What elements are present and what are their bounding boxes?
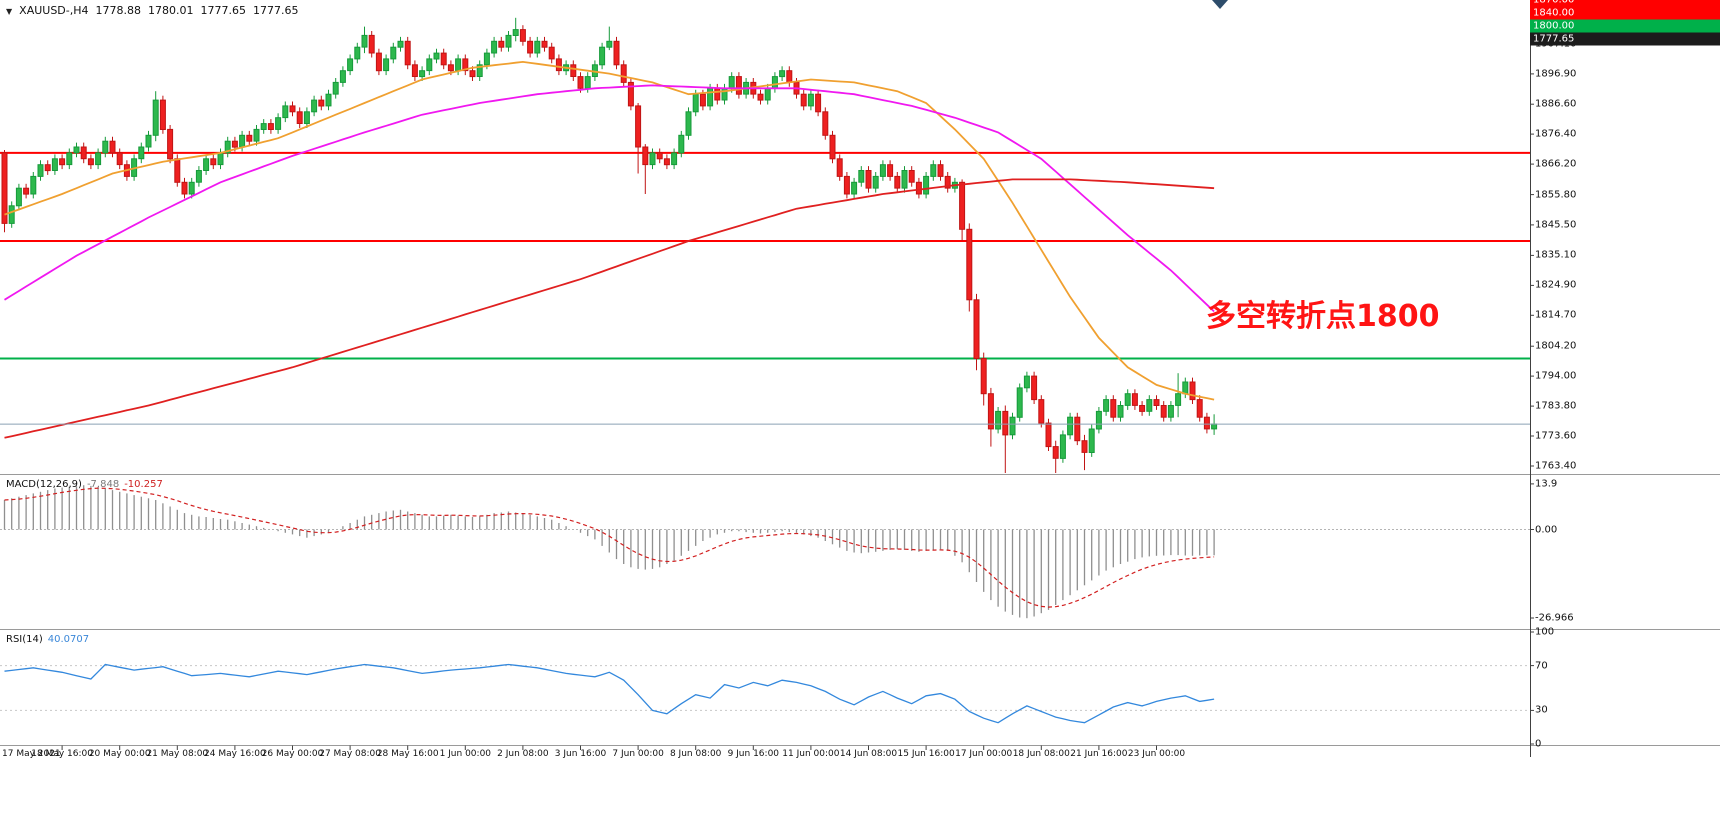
time-axis-label: 15 Jun 16:00 bbox=[897, 749, 955, 759]
open-value: 1778.88 bbox=[95, 4, 142, 17]
trend-annotation-text[interactable]: 多空转折点1800 bbox=[1206, 299, 1440, 334]
price-axis-label: 1814.70 bbox=[1535, 309, 1577, 321]
price-axis-label: 1783.80 bbox=[1535, 400, 1577, 412]
time-axis-label: 14 Jun 08:00 bbox=[839, 749, 898, 759]
high-value: 1780.01 bbox=[148, 4, 194, 17]
time-axis-label: 17 Jun 00:00 bbox=[955, 749, 1013, 759]
chart-menu-arrow-icon[interactable]: ▼ bbox=[6, 7, 13, 16]
macd-signal-line bbox=[4, 487, 1215, 608]
ma-fast-orange-line bbox=[4, 60, 1215, 401]
price-level-tag: 1870.00 bbox=[1530, 0, 1720, 7]
price-axis-label: 1866.20 bbox=[1535, 158, 1577, 170]
low-value: 1777.65 bbox=[200, 4, 247, 17]
candles-layer bbox=[1, 17, 1218, 473]
close-value: 1777.65 bbox=[253, 4, 299, 17]
price-axis-label: 1855.80 bbox=[1535, 189, 1577, 201]
chart-frame bbox=[0, 0, 1720, 757]
time-axis-label: 26 May 00:00 bbox=[261, 749, 324, 759]
horizontal-level-lines bbox=[0, 151, 1530, 360]
ma-slow-red-line bbox=[4, 178, 1215, 439]
price-axis-label: 1845.50 bbox=[1535, 219, 1577, 231]
time-axis-label: 28 May 16:00 bbox=[376, 749, 439, 759]
rsi-axis-label: 100 bbox=[1535, 626, 1555, 638]
time-axis-label: 18 May 16:00 bbox=[31, 749, 93, 759]
time-axis-label: 21 May 08:00 bbox=[146, 749, 209, 759]
price-axis[interactable]: 1917.301907.101896.901886.601876.401866.… bbox=[1530, 0, 1720, 757]
price-level-tag: 1800.00 bbox=[1530, 19, 1720, 33]
rsi-indicator-label: RSI(14) 40.0707 bbox=[6, 634, 89, 645]
time-axis-label: 21 Jun 16:00 bbox=[1070, 749, 1128, 759]
time-axis-label: 27 May 08:00 bbox=[319, 749, 381, 759]
time-axis-label: 8 Jun 08:00 bbox=[669, 749, 722, 759]
time-axis-label: 24 May 16:00 bbox=[204, 749, 266, 759]
rsi-value: 40.0707 bbox=[47, 634, 90, 645]
rsi-axis-label: 0 bbox=[1535, 738, 1542, 750]
macd-panel bbox=[0, 485, 1530, 619]
macd-main-value: -7.848 bbox=[86, 479, 120, 490]
macd-signal-value: -10.257 bbox=[124, 479, 163, 490]
rsi-axis-label: 30 bbox=[1535, 704, 1548, 716]
time-axis-label: 2 Jun 08:00 bbox=[497, 749, 549, 759]
price-axis-label: 1824.90 bbox=[1535, 279, 1577, 291]
chart-shift-marker-icon[interactable] bbox=[1212, 0, 1228, 9]
time-axis-label: 23 Jun 00:00 bbox=[1127, 749, 1186, 759]
time-axis-label: 20 May 00:00 bbox=[88, 749, 151, 759]
time-axis-label: 3 Jun 16:00 bbox=[554, 749, 607, 759]
price-axis-label: 1876.40 bbox=[1535, 128, 1577, 140]
price-axis-label: 1763.40 bbox=[1535, 460, 1577, 472]
rsi-axis-label: 70 bbox=[1535, 660, 1548, 672]
rsi-name: RSI(14) bbox=[6, 634, 43, 645]
macd-indicator-label: MACD(12,26,9) -7.848 -10.257 bbox=[6, 479, 163, 490]
price-axis-label: 1804.20 bbox=[1535, 340, 1577, 352]
chart-ohlc-info: ▼ XAUUSD-,H4 1778.88 1780.01 1777.65 1777.65 bbox=[6, 4, 306, 17]
symbol-timeframe-label: XAUUSD-,H4 bbox=[19, 4, 89, 17]
price-axis-label: 1773.60 bbox=[1535, 430, 1577, 442]
rsi-panel bbox=[0, 663, 1530, 724]
macd-axis-label: 0.00 bbox=[1535, 524, 1558, 535]
time-axis-label: 1 Jun 00:00 bbox=[439, 749, 492, 759]
time-axis-label: 17 May 2021 bbox=[2, 749, 61, 759]
time-axis-label: 9 Jun 16:00 bbox=[727, 749, 780, 759]
price-axis-label: 1896.90 bbox=[1535, 68, 1577, 80]
price-level-tag: 1777.65 bbox=[1530, 32, 1720, 46]
ma-mid-magenta-line bbox=[4, 84, 1215, 313]
macd-axis-label: 13.9 bbox=[1535, 478, 1558, 490]
price-axis-label: 1886.60 bbox=[1535, 98, 1577, 110]
time-axis[interactable]: 17 May 2021 18 May 16:00 20 May 00:00 21 Ma… bbox=[0, 745, 1530, 763]
price-axis-label: 1835.10 bbox=[1535, 249, 1577, 261]
time-axis-label: 7 Jun 00:00 bbox=[612, 749, 664, 759]
macd-axis-label: -26.966 bbox=[1535, 612, 1574, 624]
price-level-tag: 1840.00 bbox=[1530, 6, 1720, 20]
time-axis-label: 11 Jun 00:00 bbox=[782, 749, 840, 759]
macd-name: MACD(12,26,9) bbox=[6, 479, 82, 490]
time-axis-label: 18 Jun 08:00 bbox=[1012, 749, 1070, 759]
price-axis-label: 1794.00 bbox=[1535, 370, 1577, 382]
